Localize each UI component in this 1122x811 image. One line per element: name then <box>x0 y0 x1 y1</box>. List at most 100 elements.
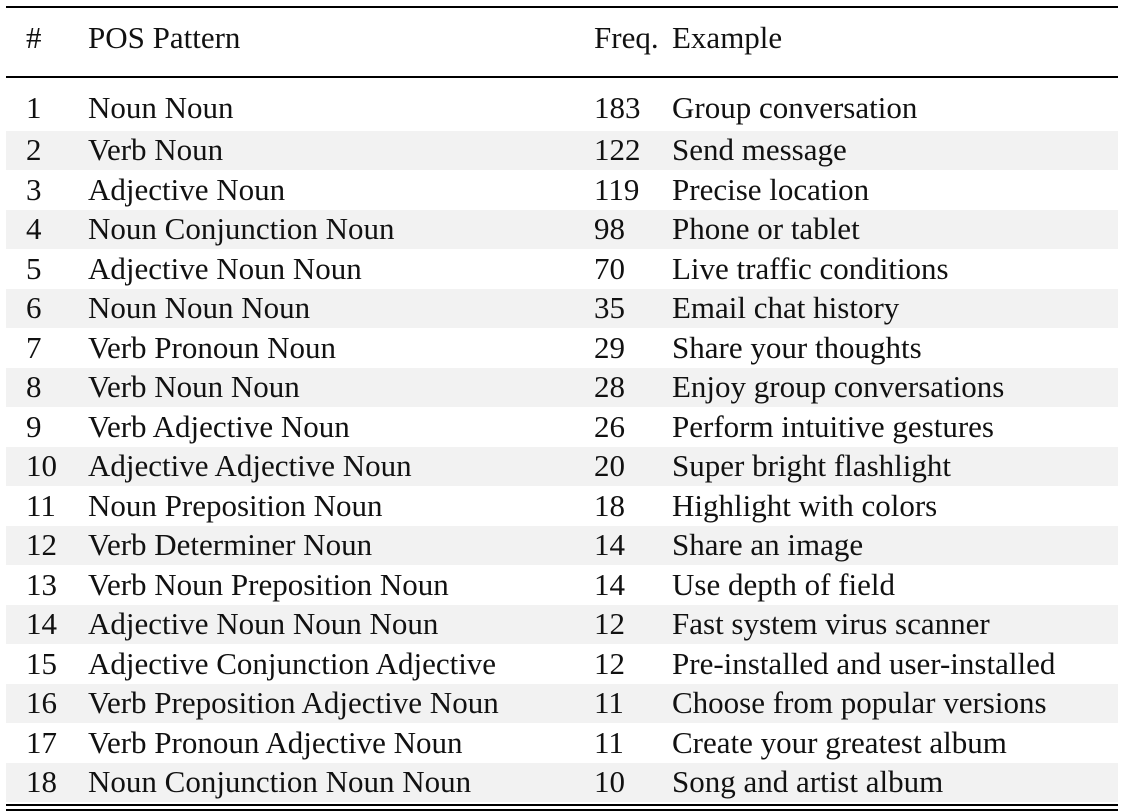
cell-pattern: Noun Conjunction Noun <box>88 209 594 249</box>
cell-freq: 12 <box>594 645 625 681</box>
cell-pattern: Verb Preposition Adjective Noun <box>88 683 594 723</box>
bottom-rule <box>6 804 1118 806</box>
cell-example: Enjoy group conversations <box>672 367 1118 407</box>
cell-num: 5 <box>26 250 42 286</box>
header-rule <box>6 76 1118 78</box>
table-header: # POS Pattern Freq. Example <box>6 8 1118 62</box>
cell-num: 6 <box>6 288 88 328</box>
cell-example: Share an image <box>672 525 1118 565</box>
cell-example: Super bright flashlight <box>672 446 1118 486</box>
cell-example: Live traffic conditions <box>672 250 949 286</box>
cell-freq: 20 <box>594 446 672 486</box>
cell-freq: 28 <box>594 367 672 407</box>
header-num: # <box>26 20 42 55</box>
cell-pattern: Adjective Noun <box>88 171 286 207</box>
cell-pattern: Noun Noun <box>88 90 234 125</box>
cell-num: 8 <box>6 367 88 407</box>
cell-pattern: Adjective Noun Noun <box>88 250 362 286</box>
cell-num: 17 <box>26 724 57 760</box>
cell-freq: 70 <box>594 250 625 286</box>
table-row: 14 Adjective Noun Noun Noun 12 Fast system … <box>6 604 1118 644</box>
cell-example: Use depth of field <box>672 566 895 602</box>
cell-example: Share your thoughts <box>672 329 922 365</box>
table-row: 2 Verb Noun 122 Send message <box>6 130 1118 170</box>
cell-freq: 119 <box>594 171 640 207</box>
cell-pattern: Adjective Adjective Noun <box>88 446 594 486</box>
table-row: 4 Noun Conjunction Noun 98 Phone or tablet <box>6 209 1118 249</box>
table-row: 1 Noun Noun 183 Group conversation <box>6 78 1118 131</box>
cell-freq: 26 <box>594 408 625 444</box>
cell-num: 12 <box>6 525 88 565</box>
cell-freq: 98 <box>594 209 672 249</box>
cell-example: Song and artist album <box>672 762 1118 802</box>
cell-num: 9 <box>26 408 42 444</box>
cell-num: 13 <box>26 566 57 602</box>
cell-freq: 183 <box>594 90 641 125</box>
table-body: 1 Noun Noun 183 Group conversation 2 Verb Nou… <box>6 78 1118 802</box>
cell-example: Group conversation <box>672 90 918 125</box>
cell-num: 3 <box>26 171 42 207</box>
cell-freq: 12 <box>594 604 672 644</box>
cell-freq: 11 <box>594 683 672 723</box>
table-row: 7 Verb Pronoun Noun 29 Share your thoughts <box>6 328 1118 368</box>
table-row: 3 Adjective Noun 119 Precise location <box>6 170 1118 210</box>
cell-pattern: Noun Conjunction Noun Noun <box>88 762 594 802</box>
cell-num: 18 <box>6 762 88 802</box>
cell-example: Choose from popular versions <box>672 683 1118 723</box>
cell-example: Highlight with colors <box>672 487 938 523</box>
cell-pattern: Noun Noun Noun <box>88 288 594 328</box>
header-freq: Freq. <box>594 20 659 55</box>
cell-num: 7 <box>26 329 42 365</box>
cell-num: 11 <box>26 487 56 523</box>
cell-freq: 11 <box>594 724 624 760</box>
cell-example: Phone or tablet <box>672 209 1118 249</box>
cell-pattern: Noun Preposition Noun <box>88 487 383 523</box>
cell-pattern: Adjective Conjunction Adjective <box>88 645 497 681</box>
table-row: 17 Verb Pronoun Adjective Noun 11 Create yo… <box>6 723 1118 763</box>
header-row: # POS Pattern Freq. Example <box>6 8 1118 62</box>
header-pattern: POS Pattern <box>88 20 241 55</box>
cell-pattern: Verb Pronoun Adjective Noun <box>88 724 463 760</box>
cell-freq: 10 <box>594 762 672 802</box>
cell-num: 10 <box>6 446 88 486</box>
table-row: 18 Noun Conjunction Noun Noun 10 Song and a… <box>6 762 1118 802</box>
table-row: 16 Verb Preposition Adjective Noun 11 Choos… <box>6 683 1118 723</box>
cell-example: Create your greatest album <box>672 724 1007 760</box>
pos-pattern-table: # POS Pattern Freq. Example 1 Noun Noun 18… <box>6 6 1118 811</box>
cell-example: Send message <box>672 130 1118 170</box>
cell-example: Perform intuitive gestures <box>672 408 994 444</box>
cell-freq: 29 <box>594 329 625 365</box>
table-row: 10 Adjective Adjective Noun 20 Super bright… <box>6 446 1118 486</box>
cell-num: 1 <box>26 90 42 125</box>
table-row: 13 Verb Noun Preposition Noun 14 Use depth … <box>6 565 1118 605</box>
data-table-body: 1 Noun Noun 183 Group conversation 2 Verb Nou… <box>6 78 1118 802</box>
table-row: 15 Adjective Conjunction Adjective 12 Pre-i… <box>6 644 1118 684</box>
cell-num: 16 <box>6 683 88 723</box>
cell-pattern: Adjective Noun Noun Noun <box>88 604 594 644</box>
cell-example: Fast system virus scanner <box>672 604 1118 644</box>
cell-freq: 35 <box>594 288 672 328</box>
cell-example: Pre-installed and user-installed <box>672 645 1056 681</box>
table-row: 11 Noun Preposition Noun 18 Highlight with … <box>6 486 1118 526</box>
table-row: 8 Verb Noun Noun 28 Enjoy group conversatio… <box>6 367 1118 407</box>
top-rule <box>6 6 1118 8</box>
cell-freq: 18 <box>594 487 625 523</box>
table-row: 6 Noun Noun Noun 35 Email chat history <box>6 288 1118 328</box>
cell-pattern: Verb Noun Preposition Noun <box>88 566 449 602</box>
cell-pattern: Verb Adjective Noun <box>88 408 350 444</box>
cell-freq: 14 <box>594 566 625 602</box>
cell-freq: 122 <box>594 130 672 170</box>
cell-num: 4 <box>6 209 88 249</box>
table-row: 5 Adjective Noun Noun 70 Live traffic condi… <box>6 249 1118 289</box>
cell-pattern: Verb Noun Noun <box>88 367 594 407</box>
cell-freq: 14 <box>594 525 672 565</box>
cell-num: 15 <box>26 645 57 681</box>
table-row: 12 Verb Determiner Noun 14 Share an image <box>6 525 1118 565</box>
header-example: Example <box>672 20 783 55</box>
cell-pattern: Verb Noun <box>88 130 594 170</box>
cell-num: 14 <box>6 604 88 644</box>
data-table: # POS Pattern Freq. Example <box>6 8 1118 62</box>
table-row: 9 Verb Adjective Noun 26 Perform intuitive … <box>6 407 1118 447</box>
cell-num: 2 <box>6 130 88 170</box>
cell-pattern: Verb Determiner Noun <box>88 525 594 565</box>
